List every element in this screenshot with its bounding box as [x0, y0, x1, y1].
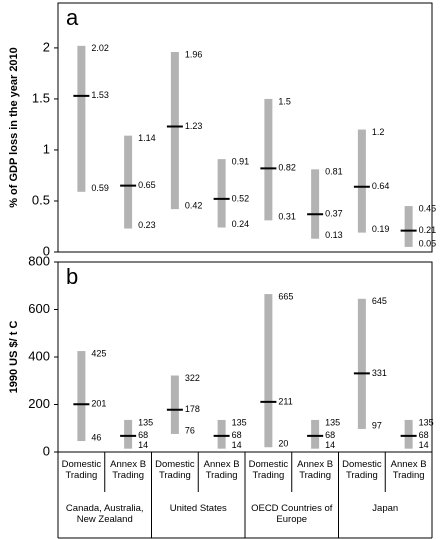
high-label: 2.02 [91, 43, 109, 53]
category-label: Domestic Trading [61, 459, 102, 481]
range-bar [217, 419, 226, 449]
low-label: 0.19 [372, 224, 390, 234]
group-label: Canada, Australia, New Zealand [65, 503, 144, 525]
y-tick-label: 0 [43, 243, 50, 258]
mid-label: 68 [419, 430, 429, 440]
category-label: Domestic Trading [342, 459, 382, 481]
y-axis-title: 1990 US $/ t C [8, 321, 20, 394]
low-label: 20 [278, 439, 288, 449]
range-bar [170, 51, 179, 210]
range-bar [404, 419, 413, 449]
high-label: 0.81 [325, 167, 343, 177]
high-label: 1.14 [138, 133, 156, 143]
low-label: 0.42 [185, 201, 203, 211]
range-bar [77, 351, 86, 442]
low-label: 0.23 [138, 220, 156, 230]
range-bar [124, 419, 133, 449]
group-label: United States [169, 503, 227, 514]
high-label: 135 [419, 417, 434, 427]
low-label: 76 [185, 425, 195, 435]
low-label: 0.24 [232, 219, 250, 229]
mid-label: 0.82 [278, 163, 296, 173]
mid-label: 201 [91, 399, 106, 409]
range-bar [404, 206, 413, 247]
low-label: 14 [232, 440, 242, 450]
low-label: 0.59 [91, 183, 109, 193]
range-bar [124, 135, 133, 229]
high-label: 645 [372, 296, 387, 306]
mid-label: 0.52 [232, 193, 250, 203]
y-tick-label: 600 [28, 301, 50, 316]
mid-label: 68 [232, 430, 242, 440]
range-bar [264, 98, 273, 221]
y-tick-label: 0.5 [32, 192, 50, 207]
mid-label: 331 [372, 368, 387, 378]
y-tick-label: 2 [43, 39, 50, 54]
high-label: 1.2 [372, 127, 385, 137]
range-bar [357, 298, 366, 429]
low-label: 14 [419, 440, 429, 450]
mid-label: 211 [278, 396, 292, 406]
y-tick-label: 1 [43, 141, 50, 156]
y-tick-label: 400 [28, 348, 50, 363]
low-label: 97 [372, 420, 382, 430]
high-label: 425 [91, 348, 106, 358]
high-label: 0.45 [419, 203, 437, 213]
mid-label: 1.23 [185, 121, 203, 131]
high-label: 1.96 [185, 49, 203, 59]
y-tick-label: 1.5 [32, 90, 50, 105]
panel-letter: a [66, 5, 79, 30]
mid-label: 0.64 [372, 181, 390, 191]
high-label: 322 [185, 373, 200, 383]
range-bar [170, 375, 179, 434]
category-label: Annex B Trading [390, 459, 427, 481]
high-label: 1.5 [278, 96, 291, 106]
mid-label: 68 [325, 430, 335, 440]
mid-label: 68 [138, 430, 148, 440]
low-label: 0.31 [278, 212, 296, 222]
high-label: 665 [278, 291, 293, 301]
range-bar [311, 169, 320, 239]
panel-frame [57, 2, 433, 253]
range-bar [357, 129, 366, 233]
panel-letter: b [66, 264, 78, 289]
low-label: 14 [138, 440, 148, 450]
high-label: 135 [138, 417, 153, 427]
low-label: 14 [325, 440, 335, 450]
high-label: 0.91 [232, 157, 250, 167]
range-bar [77, 45, 86, 192]
group-label: Japan [372, 503, 399, 514]
range-bar [264, 294, 273, 448]
category-label: Annex B Trading [203, 459, 240, 481]
low-label: 0.05 [419, 238, 437, 248]
group-label: OECD Countries of Europe [251, 503, 333, 525]
y-tick-label: 800 [28, 253, 50, 268]
high-label: 135 [232, 417, 247, 427]
range-bar [217, 159, 226, 228]
y-axis-title: % of GDP loss in the year 2010 [8, 47, 20, 208]
category-label: Domestic Trading [155, 459, 195, 481]
mid-label: 0.65 [138, 180, 156, 190]
range-bar [311, 419, 320, 449]
y-tick-label: 0 [43, 443, 50, 458]
category-label: Annex B Trading [110, 459, 147, 481]
low-label: 0.13 [325, 230, 343, 240]
y-tick-label: 200 [28, 396, 50, 411]
category-label: Annex B Trading [297, 459, 334, 481]
high-label: 135 [325, 417, 340, 427]
mid-label: 0.37 [325, 209, 343, 219]
mid-label: 0.21 [419, 225, 437, 235]
mid-label: 178 [185, 404, 200, 414]
low-label: 46 [91, 432, 101, 442]
category-label: Domestic Trading [248, 459, 289, 481]
mid-label: 1.53 [91, 90, 109, 100]
